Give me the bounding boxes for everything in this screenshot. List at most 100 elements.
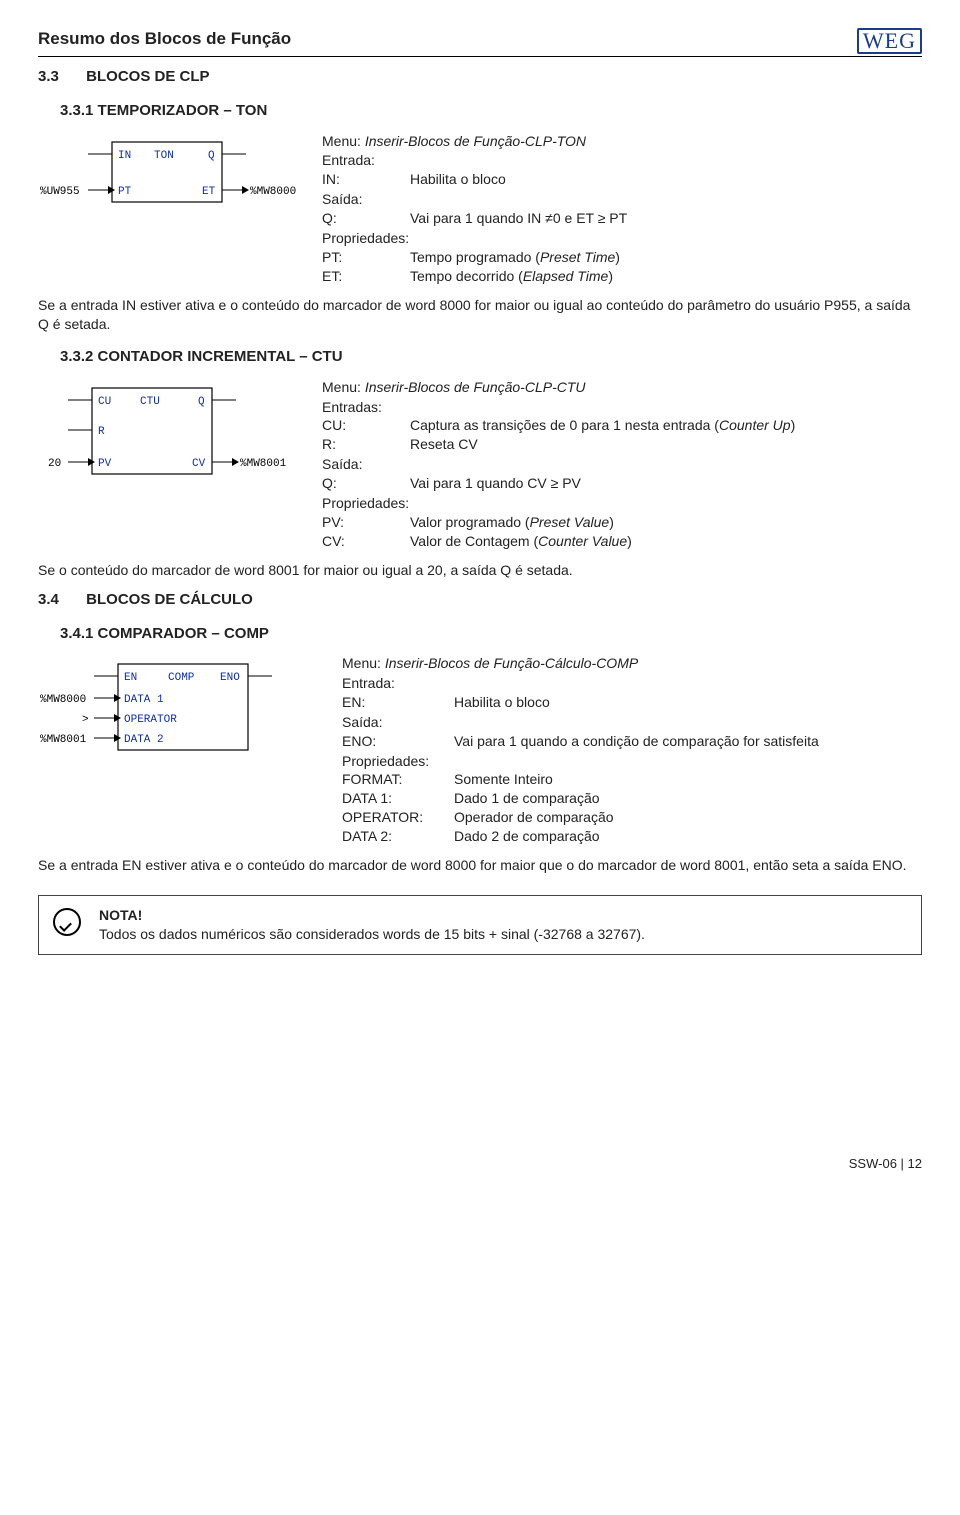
svg-text:20: 20 <box>48 458 61 470</box>
menu-label: Menu: <box>342 655 381 671</box>
weg-logo: WEG <box>857 28 922 54</box>
menu-label: Menu: <box>322 379 361 395</box>
svg-text:DATA 2: DATA 2 <box>124 734 164 746</box>
svg-text:Q: Q <box>208 150 215 162</box>
cv-key: CV: <box>322 532 410 551</box>
svg-text:CTU: CTU <box>140 396 160 408</box>
subsection-title: CONTADOR INCREMENTAL – CTU <box>98 348 343 365</box>
ctu-definitions: Menu: Inserir-Blocos de Função-CLP-CTU E… <box>322 378 795 551</box>
svg-text:PV: PV <box>98 458 112 470</box>
comp-diagram: EN COMP ENO DATA 1 OPERATOR DATA 2 %MW80… <box>38 654 318 764</box>
ton-definitions: Menu: Inserir-Blocos de Função-CLP-TON E… <box>322 132 627 286</box>
svg-text:CU: CU <box>98 396 111 408</box>
data2-key: DATA 2: <box>342 827 454 846</box>
et-key: ET: <box>322 267 410 286</box>
subsection-title: COMPARADOR – COMP <box>98 625 269 642</box>
cu-key: CU: <box>322 416 410 435</box>
note-title: NOTA! <box>99 906 645 925</box>
svg-text:ENO: ENO <box>220 672 240 684</box>
svg-text:ET: ET <box>202 186 216 198</box>
in-val: Habilita o bloco <box>410 170 627 189</box>
svg-text:%MW8000: %MW8000 <box>250 186 296 198</box>
saida-label: Saída: <box>322 190 627 209</box>
pv-key: PV: <box>322 513 410 532</box>
en-val: Habilita o bloco <box>454 693 819 712</box>
section-number: 3.4 <box>38 590 82 610</box>
svg-text:Q: Q <box>198 396 205 408</box>
note-box: NOTA! Todos os dados numéricos são consi… <box>38 895 922 955</box>
page-footer: SSW-06 | 12 <box>38 1155 922 1173</box>
format-val: Somente Inteiro <box>454 770 819 789</box>
operator-key: OPERATOR: <box>342 808 454 827</box>
section-3-4-heading: 3.4 BLOCOS DE CÁLCULO <box>38 590 922 610</box>
comp-paragraph: Se a entrada EN estiver ativa e o conteú… <box>38 856 922 875</box>
q-val: Vai para 1 quando IN ≠0 e ET ≥ PT <box>410 209 627 228</box>
section-title: BLOCOS DE CLP <box>86 68 209 85</box>
menu-label: Menu: <box>322 133 361 149</box>
svg-text:TON: TON <box>154 150 174 162</box>
svg-text:CV: CV <box>192 458 206 470</box>
props-label: Propriedades: <box>342 752 819 771</box>
svg-text:EN: EN <box>124 672 137 684</box>
pt-val: Tempo programado (Preset Time) <box>410 248 627 267</box>
props-label: Propriedades: <box>322 229 627 248</box>
note-text: Todos os dados numéricos são considerado… <box>99 925 645 944</box>
svg-text:%MW8001: %MW8001 <box>240 458 287 470</box>
en-key: EN: <box>342 693 454 712</box>
note-body: NOTA! Todos os dados numéricos são consi… <box>99 906 645 944</box>
subsection-number: 3.3.1 <box>60 102 93 119</box>
svg-text:%UW955: %UW955 <box>40 186 80 198</box>
r-val: Reseta CV <box>410 435 795 454</box>
svg-text:R: R <box>98 426 105 438</box>
in-key: IN: <box>322 170 410 189</box>
page-header: Resumo dos Blocos de Função WEG <box>38 28 922 57</box>
ton-diagram: IN TON Q PT ET %UW955 %MW8000 <box>38 132 298 222</box>
comp-definitions: Menu: Inserir-Blocos de Função-Cálculo-C… <box>342 654 819 846</box>
svg-text:%MW8000: %MW8000 <box>40 694 86 706</box>
section-title: BLOCOS DE CÁLCULO <box>86 591 253 608</box>
menu-value: Inserir-Blocos de Função-CLP-TON <box>365 133 586 149</box>
check-circle-icon <box>53 908 81 936</box>
pt-key: PT: <box>322 248 410 267</box>
svg-text:>: > <box>82 714 89 726</box>
subsection-number: 3.4.1 <box>60 625 93 642</box>
operator-val: Operador de comparação <box>454 808 819 827</box>
format-key: FORMAT: <box>342 770 454 789</box>
cv-val: Valor de Contagem (Counter Value) <box>410 532 795 551</box>
data2-val: Dado 2 de comparação <box>454 827 819 846</box>
entradas-label: Entradas: <box>322 398 795 417</box>
section-number: 3.3 <box>38 67 82 87</box>
section-3-3-1-heading: 3.3.1 TEMPORIZADOR – TON <box>60 101 922 121</box>
entrada-label: Entrada: <box>322 151 627 170</box>
ton-paragraph: Se a entrada IN estiver ativa e o conteú… <box>38 296 922 334</box>
svg-text:PT: PT <box>118 186 132 198</box>
svg-text:%MW8001: %MW8001 <box>40 734 87 746</box>
section-3-3-2-heading: 3.3.2 CONTADOR INCREMENTAL – CTU <box>60 347 922 367</box>
eno-val: Vai para 1 quando a condição de comparaç… <box>454 732 819 751</box>
svg-text:OPERATOR: OPERATOR <box>124 714 177 726</box>
data1-key: DATA 1: <box>342 789 454 808</box>
ctu-diagram: CU CTU Q R PV CV 20 %MW8001 <box>38 378 298 488</box>
header-title: Resumo dos Blocos de Função <box>38 28 291 51</box>
ctu-paragraph: Se o conteúdo do marcador de word 8001 f… <box>38 561 922 580</box>
cu-val: Captura as transições de 0 para 1 nesta … <box>410 416 795 435</box>
pv-val: Valor programado (Preset Value) <box>410 513 795 532</box>
data1-val: Dado 1 de comparação <box>454 789 819 808</box>
section-3-4-1-heading: 3.4.1 COMPARADOR – COMP <box>60 624 922 644</box>
menu-value: Inserir-Blocos de Função-CLP-CTU <box>365 379 586 395</box>
props-label: Propriedades: <box>322 494 795 513</box>
subsection-title: TEMPORIZADOR – TON <box>98 102 268 119</box>
q-val: Vai para 1 quando CV ≥ PV <box>410 474 795 493</box>
entrada-label: Entrada: <box>342 674 819 693</box>
svg-text:COMP: COMP <box>168 672 195 684</box>
q-key: Q: <box>322 209 410 228</box>
r-key: R: <box>322 435 410 454</box>
section-3-3-heading: 3.3 BLOCOS DE CLP <box>38 67 922 87</box>
saida-label: Saída: <box>322 455 795 474</box>
svg-text:DATA 1: DATA 1 <box>124 694 164 706</box>
svg-text:IN: IN <box>118 150 131 162</box>
subsection-number: 3.3.2 <box>60 348 93 365</box>
eno-key: ENO: <box>342 732 454 751</box>
menu-value: Inserir-Blocos de Função-Cálculo-COMP <box>385 655 638 671</box>
saida-label: Saída: <box>342 713 819 732</box>
